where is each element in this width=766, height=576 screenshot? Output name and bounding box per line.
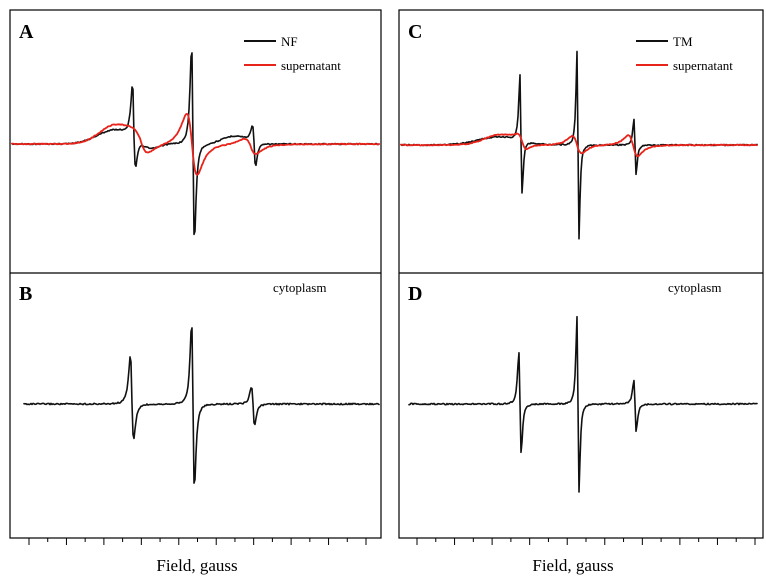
panel-label-a: A bbox=[19, 21, 34, 43]
panel-c-supernatant-trace bbox=[400, 132, 758, 158]
panel-label-d: D bbox=[408, 283, 422, 305]
left-x-axis-ticks bbox=[28, 538, 367, 545]
panel-d-cytoplasm-trace bbox=[408, 315, 758, 493]
right-x-axis-label: Field, gauss bbox=[532, 556, 613, 575]
left-figure: A NF supernatant B cytoplasm Field, gaus… bbox=[9, 9, 382, 575]
panel-a-supernatant-trace bbox=[11, 112, 380, 176]
legend-label-supernatant-c: supernatant bbox=[673, 58, 733, 73]
left-figure-frame bbox=[9, 9, 382, 539]
legend-label-nf: NF bbox=[281, 34, 298, 49]
panel-b-cytoplasm-trace bbox=[23, 327, 380, 484]
panel-label-c: C bbox=[408, 21, 422, 43]
panel-label-b: B bbox=[19, 283, 32, 305]
legend-label-tm: TM bbox=[673, 34, 693, 49]
right-figure-frame bbox=[398, 9, 764, 539]
right-x-axis-ticks bbox=[416, 538, 756, 545]
legend-label-supernatant-a: supernatant bbox=[281, 58, 341, 73]
panel-d-cytoplasm-label: cytoplasm bbox=[668, 280, 721, 295]
panel-b-cytoplasm-label: cytoplasm bbox=[273, 280, 326, 295]
left-x-axis-label: Field, gauss bbox=[156, 556, 237, 575]
right-figure: C TM supernatant D cytoplasm Field, gaus… bbox=[398, 9, 764, 575]
